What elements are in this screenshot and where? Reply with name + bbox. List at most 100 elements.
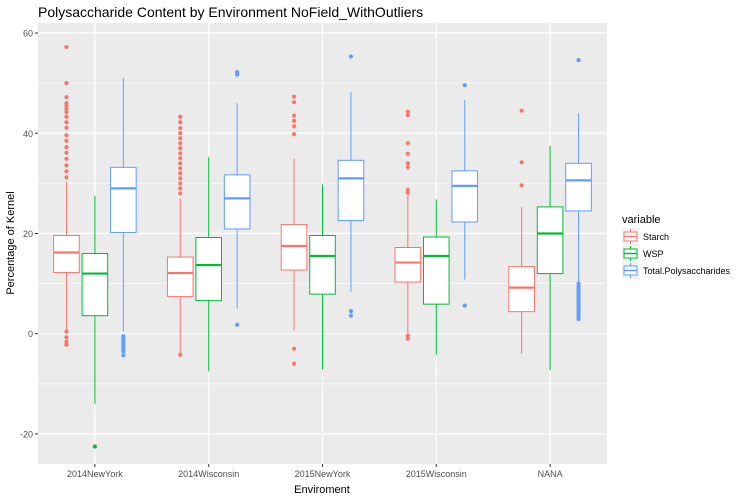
box-iqr — [337, 159, 365, 221]
outlier-point — [576, 317, 581, 322]
outlier-point — [64, 44, 69, 50]
outlier-point — [405, 141, 410, 146]
outlier-point — [64, 342, 69, 347]
outlier-point — [64, 103, 69, 108]
outlier-point — [405, 165, 410, 170]
box-iqr — [195, 236, 223, 302]
outlier-point — [405, 190, 410, 195]
y-tick-label: 40 — [23, 129, 33, 139]
outlier-point — [291, 118, 297, 123]
y-tick-label: 60 — [23, 29, 33, 39]
box — [337, 54, 365, 318]
outlier-point — [64, 95, 69, 100]
outlier-point — [405, 333, 410, 338]
outlier-point — [291, 94, 297, 99]
series-starch — [53, 44, 535, 366]
outlier-point — [178, 126, 183, 131]
outlier-point — [64, 150, 69, 155]
outlier-point — [405, 187, 410, 192]
box-iqr — [536, 206, 564, 275]
outlier-point — [178, 141, 183, 146]
box — [53, 44, 80, 347]
outlier-point — [405, 113, 410, 118]
box — [166, 114, 194, 357]
outlier-point — [178, 131, 183, 136]
box-iqr — [223, 174, 251, 230]
outlier-point — [64, 133, 69, 138]
y-axis-label: Percentage of Kernel — [5, 191, 17, 294]
outlier-point — [64, 114, 69, 119]
y-tick-label: 0 — [28, 329, 33, 339]
box — [223, 70, 251, 327]
box-series — [53, 44, 592, 449]
legend-label: Total.Polysaccharides — [643, 266, 731, 276]
outlier-point — [576, 57, 581, 63]
outlier-point — [178, 191, 183, 196]
y-axis-ticks: -20 0 20 40 60 — [20, 29, 38, 439]
outlier-point — [178, 171, 183, 176]
legend-title: variable — [622, 214, 661, 226]
x-tick-label: 2015NewYork — [295, 469, 351, 479]
outlier-point — [291, 346, 297, 351]
outlier-point — [405, 161, 410, 166]
outlier-point — [121, 349, 126, 354]
outlier-point — [178, 146, 183, 151]
legend-entry: Total.Polysaccharides — [622, 262, 731, 279]
box — [536, 145, 564, 371]
outlier-point — [64, 138, 69, 143]
outlier-point — [64, 107, 69, 112]
legend: variable Starch WSP Total.Polysaccharides — [622, 214, 731, 279]
box — [508, 108, 535, 354]
outlier-point — [405, 336, 410, 341]
x-axis-label: Enviroment — [294, 484, 350, 496]
outlier-point — [291, 124, 297, 129]
x-axis-ticks: 2014NewYork 2014Wisconsin 2015NewYork 2015W… — [67, 464, 563, 479]
box-iqr — [451, 170, 479, 223]
outlier-point — [291, 132, 297, 137]
box-iqr — [394, 247, 422, 283]
outlier-point — [92, 444, 97, 449]
box — [110, 78, 137, 358]
outlier-point — [64, 329, 69, 334]
outlier-point — [178, 186, 183, 191]
legend-label: WSP — [643, 249, 664, 259]
box — [195, 157, 223, 372]
outlier-point — [64, 120, 69, 125]
outlier-point — [64, 125, 69, 130]
outlier-point — [348, 54, 354, 59]
outlier-point — [178, 114, 183, 119]
outlier-point — [235, 72, 240, 77]
x-tick-label: 2014NewYork — [67, 469, 123, 479]
outlier-point — [178, 181, 183, 186]
legend-label: Starch — [643, 232, 669, 242]
y-tick-label: -20 — [20, 429, 33, 439]
series-wsp — [81, 145, 564, 449]
chart-title: Polysaccharide Content by Environment No… — [38, 4, 423, 20]
box — [280, 94, 308, 366]
outlier-point — [348, 313, 354, 318]
box-iqr — [565, 162, 592, 212]
outlier-point — [178, 136, 183, 141]
outlier-point — [576, 281, 581, 286]
outlier-point — [64, 169, 69, 174]
outlier-point — [519, 160, 524, 165]
series-total-polysaccharides — [110, 54, 592, 358]
outlier-point — [178, 120, 183, 125]
outlier-point — [64, 156, 69, 161]
box-iqr — [53, 234, 80, 274]
box — [422, 199, 450, 355]
box-iqr — [422, 236, 450, 305]
outlier-point — [235, 322, 240, 327]
outlier-point — [519, 183, 524, 188]
outlier-point — [405, 109, 410, 114]
outlier-point — [462, 303, 467, 308]
outlier-point — [121, 353, 126, 358]
box — [451, 83, 479, 308]
legend-entry: Starch — [622, 228, 669, 245]
legend-entry: WSP — [622, 245, 664, 262]
outlier-point — [291, 113, 297, 118]
box-iqr — [81, 253, 109, 317]
outlier-point — [462, 83, 467, 88]
box — [565, 57, 592, 322]
